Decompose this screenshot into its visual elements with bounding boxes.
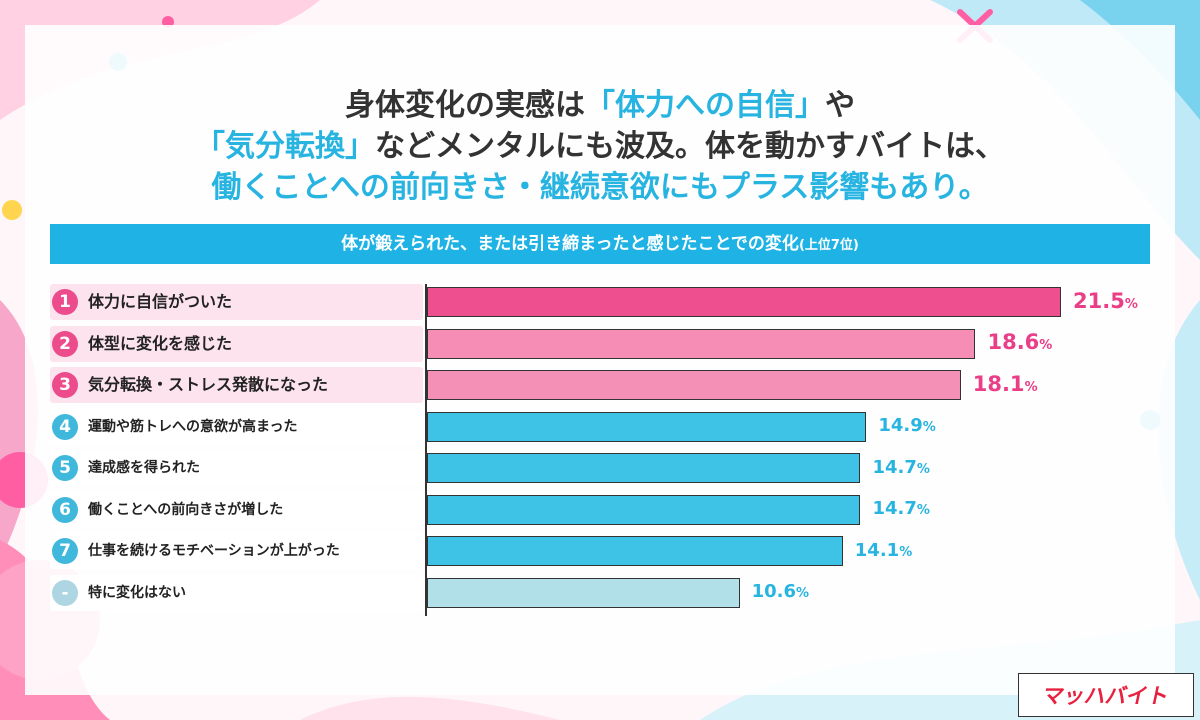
category-row: 1 体力に自信がついた [50, 284, 423, 320]
rank-badge: 1 [52, 289, 78, 315]
svg-text:マッハバイト: マッハバイト [1040, 684, 1171, 708]
headline: 身体変化の実感は「体力への自信」や 「気分転換」などメンタルにも波及。体を動かす… [25, 85, 1175, 208]
bar [427, 328, 976, 359]
category-row: 6 働くことへの前向きさが増した [50, 491, 423, 528]
headline-text: 身体変化の実感は [345, 88, 585, 123]
chart-title-bar: 体が鍛えられた、または引き締まったと感じたことでの変化(上位7位) [50, 224, 1150, 264]
category-row: 2 体型に変化を感じた [50, 325, 423, 362]
rank-badge: - [52, 579, 78, 606]
headline-line-3: 働くことへの前向きさ・継続意欲にもプラス影響もあり。 [25, 167, 1175, 208]
rank-badge: 5 [52, 455, 78, 481]
value-label: 18.6% [987, 330, 1053, 355]
headline-highlight: 働くことへの前向きさ・継続意欲にもプラス影響もあり。 [211, 170, 989, 205]
value-label: 14.1% [854, 539, 913, 561]
headline-line-2: 「気分転換」などメンタルにも波及。体を動かすバイトは、 [25, 126, 1175, 167]
value-label: 14.7% [872, 456, 930, 478]
y-axis-line [425, 284, 427, 616]
bar [427, 577, 740, 608]
headline-highlight: 「気分転換」 [195, 129, 375, 164]
value-label: 10.6% [751, 581, 810, 603]
category-row: 7 仕事を続けるモチベーションが上がった [50, 533, 423, 569]
chart-title: 体が鍛えられた、または引き締まったと感じたことでの変化 [341, 234, 799, 254]
category-row: - 特に変化はない [50, 574, 423, 611]
category-label: 体力に自信がついた [88, 292, 233, 311]
bar [427, 411, 867, 442]
rank-badge: 4 [52, 413, 78, 440]
headline-highlight: 「体力への自信」 [585, 88, 825, 123]
rank-badge: 6 [52, 496, 78, 523]
bar [427, 287, 1061, 317]
rank-badge: 7 [52, 538, 78, 564]
category-label: 達成感を得られた [88, 460, 200, 476]
headline-line-1: 身体変化の実感は「体力への自信」や [25, 85, 1175, 126]
category-label: 運動や筋トレへの意欲が高まった [88, 418, 298, 435]
bar [427, 453, 861, 483]
category-label: 働くことへの前向きさが増した [88, 501, 284, 518]
rank-badge: 2 [52, 330, 78, 357]
value-label: 14.9% [878, 415, 936, 437]
category-label: 特に変化はない [88, 584, 186, 601]
category-row: 4 運動や筋トレへの意欲が高まった [50, 408, 423, 445]
category-label: 仕事を続けるモチベーションが上がった [88, 543, 340, 559]
headline-text: などメンタルにも波及。体を動かすバイトは、 [375, 129, 1005, 164]
bar [427, 494, 861, 525]
headline-text: や [825, 88, 855, 123]
bar [427, 536, 843, 566]
brand-logo: マッハバイト [1018, 673, 1194, 717]
bar [427, 370, 961, 400]
value-label: 14.7% [872, 498, 930, 520]
category-row: 5 達成感を得られた [50, 450, 423, 486]
category-row: 3 気分転換・ストレス発散になった [50, 367, 423, 403]
category-label: 気分転換・ストレス発散になった [88, 375, 329, 394]
value-label: 21.5% [1073, 288, 1138, 313]
value-label: 18.1% [972, 371, 1038, 396]
category-label: 体型に変化を感じた [88, 333, 233, 353]
rank-badge: 3 [52, 372, 78, 398]
chart-title-note: (上位7位) [798, 238, 859, 253]
brand-logo-mark: マッハバイト [1040, 684, 1171, 708]
